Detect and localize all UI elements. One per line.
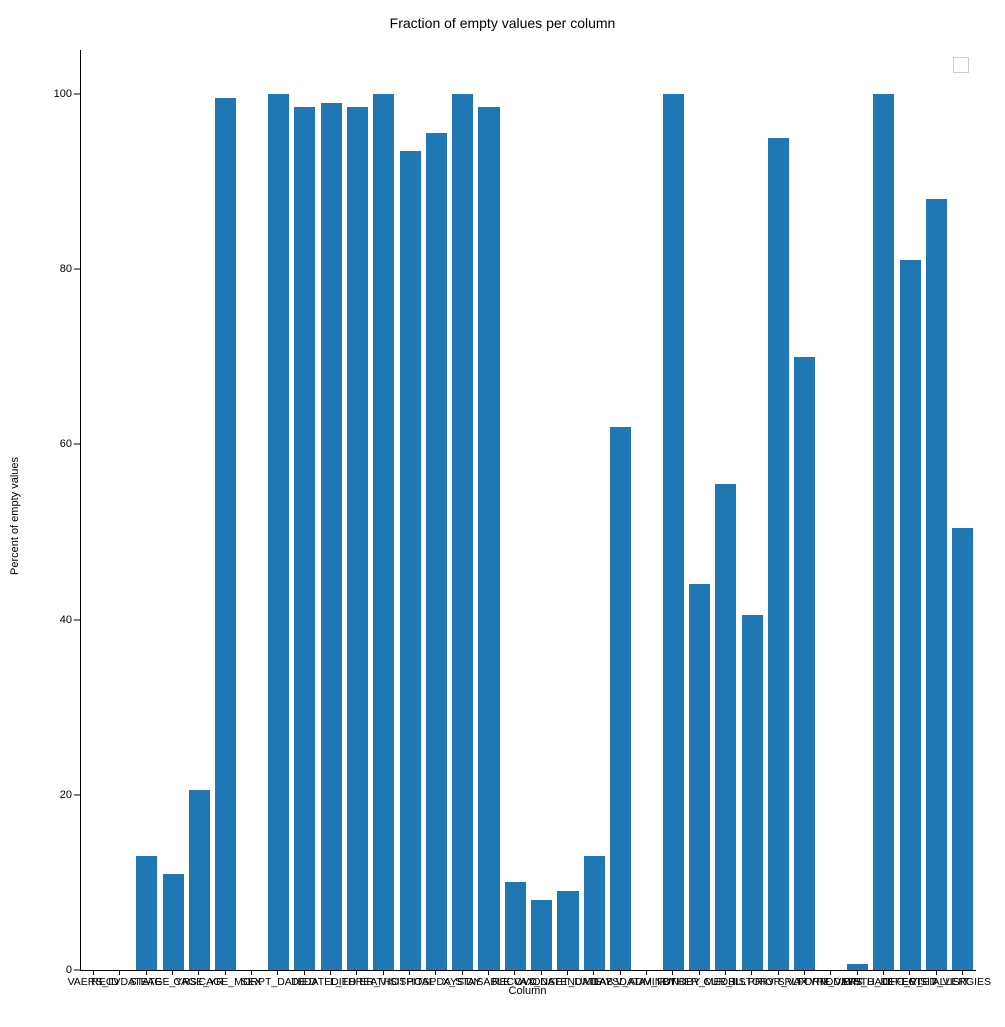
bar xyxy=(321,103,342,970)
x-tick-mark xyxy=(304,970,305,975)
bar xyxy=(136,856,157,970)
bar xyxy=(268,94,289,970)
x-tick-mark xyxy=(725,970,726,975)
x-tick-mark xyxy=(909,970,910,975)
y-tick-label: 100 xyxy=(54,88,72,100)
bar xyxy=(926,199,947,970)
x-tick-mark xyxy=(672,970,673,975)
x-tick-mark xyxy=(198,970,199,975)
chart-container: Fraction of empty values per column Perc… xyxy=(0,0,1005,1027)
x-tick-mark xyxy=(435,970,436,975)
bar xyxy=(794,357,815,970)
bar xyxy=(663,94,684,970)
x-tick-mark xyxy=(778,970,779,975)
bar xyxy=(610,427,631,970)
x-tick-mark xyxy=(883,970,884,975)
bar xyxy=(557,891,578,970)
x-tick-mark xyxy=(93,970,94,975)
x-tick-mark xyxy=(356,970,357,975)
y-tick-label: 0 xyxy=(66,964,72,976)
x-tick-mark xyxy=(962,970,963,975)
x-tick-mark xyxy=(277,970,278,975)
y-tick-label: 60 xyxy=(60,438,72,450)
bar xyxy=(742,615,763,970)
y-tick-label: 80 xyxy=(60,263,72,275)
x-tick-mark xyxy=(751,970,752,975)
bar xyxy=(531,900,552,970)
x-tick-mark xyxy=(119,970,120,975)
bar xyxy=(347,107,368,970)
y-tick-label: 40 xyxy=(60,614,72,626)
bar xyxy=(426,133,447,970)
x-tick-mark xyxy=(936,970,937,975)
x-tick-mark xyxy=(514,970,515,975)
bar xyxy=(873,94,894,970)
bar xyxy=(900,260,921,970)
bar xyxy=(294,107,315,970)
x-tick-mark xyxy=(830,970,831,975)
x-tick-mark xyxy=(646,970,647,975)
x-tick-mark xyxy=(383,970,384,975)
x-tick-label: ALLERGIES xyxy=(933,976,991,988)
x-tick-mark xyxy=(541,970,542,975)
x-tick-mark xyxy=(699,970,700,975)
x-tick-mark xyxy=(251,970,252,975)
bar xyxy=(215,98,236,970)
chart-title: Fraction of empty values per column xyxy=(0,0,1005,31)
bar xyxy=(584,856,605,970)
x-tick-mark xyxy=(620,970,621,975)
x-tick-mark xyxy=(172,970,173,975)
x-tick-mark xyxy=(488,970,489,975)
bar xyxy=(768,138,789,970)
x-tick-mark xyxy=(225,970,226,975)
bar xyxy=(189,790,210,970)
x-tick-mark xyxy=(409,970,410,975)
x-tick-mark xyxy=(146,970,147,975)
bar xyxy=(689,584,710,970)
x-tick-mark xyxy=(857,970,858,975)
bar xyxy=(163,874,184,970)
x-tick-mark xyxy=(593,970,594,975)
x-tick-mark xyxy=(462,970,463,975)
bar xyxy=(478,107,499,970)
x-tick-mark xyxy=(330,970,331,975)
bar xyxy=(373,94,394,970)
bar xyxy=(715,484,736,970)
y-tick-label: 20 xyxy=(60,789,72,801)
plot-area xyxy=(80,50,976,971)
bar xyxy=(952,528,973,970)
bars-group xyxy=(81,50,976,970)
bar xyxy=(400,151,421,970)
x-tick-mark xyxy=(804,970,805,975)
bar xyxy=(505,882,526,970)
x-tick-mark xyxy=(567,970,568,975)
bar xyxy=(452,94,473,970)
x-axis: Column VAERS_IDRECVDATESTATEAGE_YRSCAGE_… xyxy=(80,970,975,1010)
y-axis: 020406080100 xyxy=(0,50,80,970)
